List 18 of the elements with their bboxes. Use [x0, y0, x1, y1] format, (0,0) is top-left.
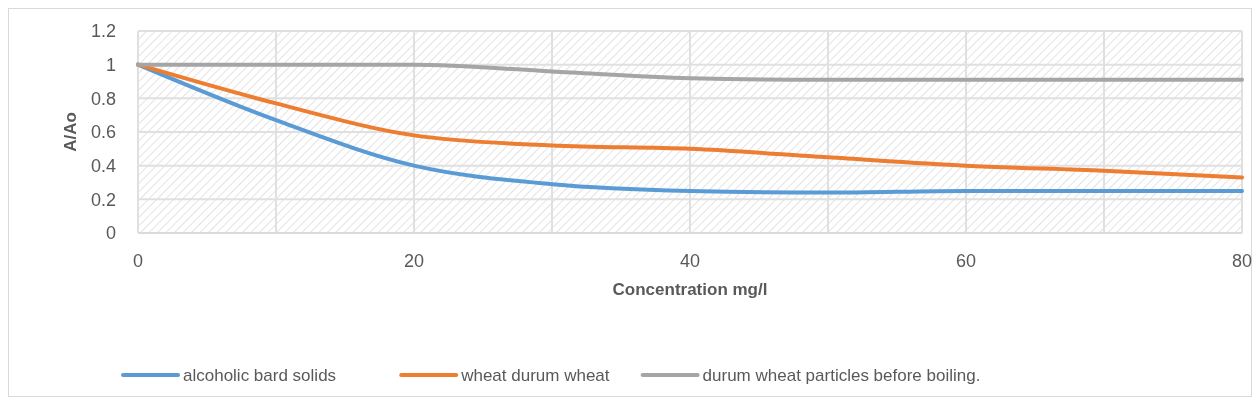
legend-label: durum wheat particles before boiling. — [702, 365, 981, 385]
legend-label: wheat durum wheat — [460, 365, 610, 385]
x-tick-label: 40 — [679, 251, 701, 271]
y-tick-label: 0.4 — [90, 155, 116, 176]
x-axis-title: Concentration mg/l — [612, 280, 768, 299]
y-tick-label: 1 — [105, 54, 116, 75]
x-tick-label: 0 — [132, 251, 144, 271]
x-tick-label: 60 — [955, 251, 977, 271]
y-tick-label: 0.6 — [90, 122, 116, 143]
x-tick-label: 20 — [403, 251, 425, 271]
y-tick-label: 0.8 — [90, 88, 116, 109]
y-tick-label: 1.2 — [90, 21, 116, 42]
y-tick-label: 0 — [105, 223, 116, 244]
legend-label: alcoholic bard solids — [183, 365, 337, 385]
y-tick-label: 0.2 — [90, 189, 116, 210]
y-axis-title: A/Ao — [61, 112, 80, 152]
x-tick-label: 80 — [1231, 251, 1253, 271]
line-series — [136, 62, 1244, 82]
